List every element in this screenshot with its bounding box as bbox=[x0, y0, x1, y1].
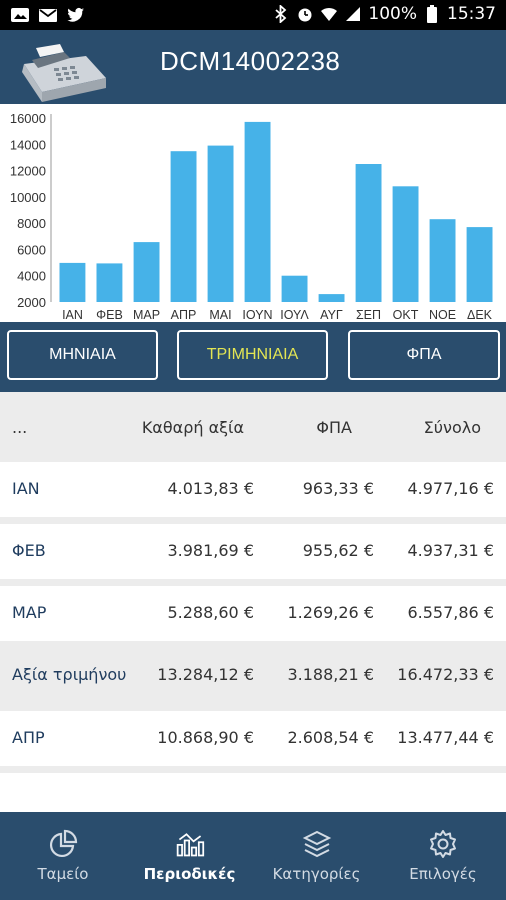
twitter-icon bbox=[67, 8, 84, 22]
monthly-bar-chart: 2000 4000 6000 8000 10000 12000 14000 16000 ΙΑΝ Φ… bbox=[0, 104, 506, 324]
x-tick-label: ΔΕΚ bbox=[467, 308, 493, 322]
bar-ΦΕΒ[interactable] bbox=[96, 263, 123, 302]
wifi-icon bbox=[320, 5, 338, 23]
row-vat: 963,33 € bbox=[302, 479, 374, 498]
row-vat: 3.188,21 € bbox=[287, 665, 374, 684]
bluetooth-icon bbox=[272, 5, 290, 23]
layers-icon bbox=[302, 830, 331, 858]
quarter-subtotal-row: Αξία τριμήνου 13.284,12 € 3.188,21 € 16.… bbox=[0, 648, 506, 703]
row-net-value: 3.981,69 € bbox=[167, 541, 254, 560]
bar-ΙΟΥΝ[interactable] bbox=[244, 121, 271, 303]
battery-icon bbox=[423, 5, 441, 23]
bar-chart-icon bbox=[176, 833, 204, 857]
x-tick-label: ΑΥΓ bbox=[320, 308, 343, 322]
row-label: ΑΠΡ bbox=[12, 728, 45, 747]
y-tick-label: 6000 bbox=[17, 242, 46, 257]
x-tick-label: ΜΑΡ bbox=[133, 308, 160, 322]
nav-label: Επιλογές bbox=[409, 865, 477, 883]
x-tick-label: ΙΑΝ bbox=[62, 308, 83, 322]
row-total: 4.977,16 € bbox=[407, 479, 494, 498]
row-vat: 2.608,54 € bbox=[287, 728, 374, 747]
row-label: Αξία τριμήνου bbox=[12, 665, 127, 684]
row-label: ΜΑΡ bbox=[12, 603, 47, 622]
row-total: 4.937,31 € bbox=[407, 541, 494, 560]
nav-item-register[interactable]: Ταμείο bbox=[0, 812, 126, 900]
row-total: 13.477,44 € bbox=[397, 728, 494, 747]
period-tabs: ΜΗΝΙΑΙΑ ΤΡΙΜΗΝΙΑΙΑ ΦΠΑ bbox=[0, 322, 506, 392]
bottom-navigation: Ταμείο Περιοδικές Κατηγορίες Επιλογές bbox=[0, 812, 506, 900]
row-total: 6.557,86 € bbox=[407, 603, 494, 622]
app-header: DCM14002238 bbox=[0, 30, 506, 104]
table-row[interactable] bbox=[0, 773, 506, 812]
x-tick-label: ΙΟΥΝ bbox=[242, 308, 272, 322]
y-tick-label: 8000 bbox=[17, 216, 46, 231]
system-indicators: 100% 15:37 bbox=[272, 4, 496, 24]
bar-ΑΠΡ[interactable] bbox=[170, 151, 197, 302]
bar-ΙΑΝ[interactable] bbox=[59, 262, 86, 302]
header-vat: ΦΠΑ bbox=[316, 418, 352, 437]
tab-monthly[interactable]: ΜΗΝΙΑΙΑ bbox=[7, 330, 158, 380]
header-period: ... bbox=[12, 418, 28, 437]
bar-ΑΥΓ[interactable] bbox=[318, 294, 345, 302]
row-label: ΙΑΝ bbox=[12, 479, 40, 498]
battery-percentage: 100% bbox=[368, 4, 417, 24]
x-tick-label: ΙΟΥΛ bbox=[280, 308, 309, 322]
table-row[interactable]: ΦΕΒ 3.981,69 € 955,62 € 4.937,31 € bbox=[0, 524, 506, 579]
signal-icon bbox=[344, 5, 362, 23]
pie-chart-icon bbox=[49, 829, 78, 858]
row-total: 16.472,33 € bbox=[397, 665, 494, 684]
table-row[interactable]: ΑΠΡ 10.868,90 € 2.608,54 € 13.477,44 € bbox=[0, 711, 506, 766]
image-icon bbox=[11, 8, 29, 22]
bar-ΙΟΥΛ[interactable] bbox=[281, 275, 308, 302]
bar-ΜΑΡ[interactable] bbox=[133, 242, 160, 302]
y-tick-label: 14000 bbox=[10, 137, 46, 152]
nav-label: Περιοδικές bbox=[143, 865, 236, 883]
row-net-value: 5.288,60 € bbox=[167, 603, 254, 622]
y-tick-label: 12000 bbox=[10, 164, 46, 179]
x-tick-label: ΜΑΙ bbox=[209, 308, 231, 322]
notification-icons bbox=[10, 6, 86, 24]
x-tick-label: ΦΕΒ bbox=[96, 308, 123, 322]
bar-ΟΚΤ[interactable] bbox=[392, 186, 419, 302]
row-net-value: 13.284,12 € bbox=[157, 665, 254, 684]
cash-register-icon bbox=[22, 44, 106, 102]
clock-time: 15:37 bbox=[447, 4, 496, 24]
bar-ΔΕΚ[interactable] bbox=[466, 227, 493, 302]
x-tick-label: ΣΕΠ bbox=[356, 308, 381, 322]
table-row[interactable]: ΜΑΡ 5.288,60 € 1.269,26 € 6.557,86 € bbox=[0, 586, 506, 641]
y-tick-label: 4000 bbox=[17, 269, 46, 284]
status-bar: 100% 15:37 bbox=[0, 0, 506, 30]
nav-item-categories[interactable]: Κατηγορίες bbox=[253, 812, 380, 900]
bar-ΝΟΕ[interactable] bbox=[429, 219, 456, 302]
row-vat: 955,62 € bbox=[302, 541, 374, 560]
chart-canvas: 2000 4000 6000 8000 10000 12000 14000 16000 ΙΑΝ Φ… bbox=[10, 111, 493, 322]
table-row[interactable]: ΙΑΝ 4.013,83 € 963,33 € 4.977,16 € bbox=[0, 462, 506, 517]
row-net-value: 10.868,90 € bbox=[157, 728, 254, 747]
bar-ΜΑΙ[interactable] bbox=[207, 145, 234, 302]
tab-vat[interactable]: ΦΠΑ bbox=[348, 330, 500, 380]
tab-quarterly[interactable]: ΤΡΙΜΗΝΙΑΙΑ bbox=[177, 330, 328, 380]
nav-item-periodic[interactable]: Περιοδικές bbox=[126, 812, 253, 900]
nav-label: Κατηγορίες bbox=[272, 865, 361, 883]
nav-item-options[interactable]: Επιλογές bbox=[380, 812, 506, 900]
row-vat: 1.269,26 € bbox=[287, 603, 374, 622]
header-net-value: Καθαρή αξία bbox=[141, 418, 244, 437]
page-title: DCM14002238 bbox=[160, 46, 341, 76]
bar-ΣΕΠ[interactable] bbox=[355, 164, 382, 302]
nav-label: Ταμείο bbox=[37, 865, 89, 883]
row-label: ΦΕΒ bbox=[12, 541, 46, 560]
y-tick-label: 10000 bbox=[10, 190, 46, 205]
x-tick-label: ΟΚΤ bbox=[393, 308, 419, 322]
header-total: Σύνολο bbox=[423, 418, 481, 437]
gear-icon bbox=[430, 830, 456, 858]
y-tick-label: 2000 bbox=[17, 295, 46, 310]
x-tick-label: ΝΟΕ bbox=[429, 308, 456, 322]
table-header: ... Καθαρή αξία ΦΠΑ Σύνολο bbox=[0, 392, 506, 462]
alarm-icon bbox=[296, 5, 314, 23]
y-tick-label: 16000 bbox=[10, 111, 46, 126]
row-net-value: 4.013,83 € bbox=[167, 479, 254, 498]
mail-icon bbox=[39, 9, 57, 22]
x-tick-label: ΑΠΡ bbox=[171, 308, 197, 322]
